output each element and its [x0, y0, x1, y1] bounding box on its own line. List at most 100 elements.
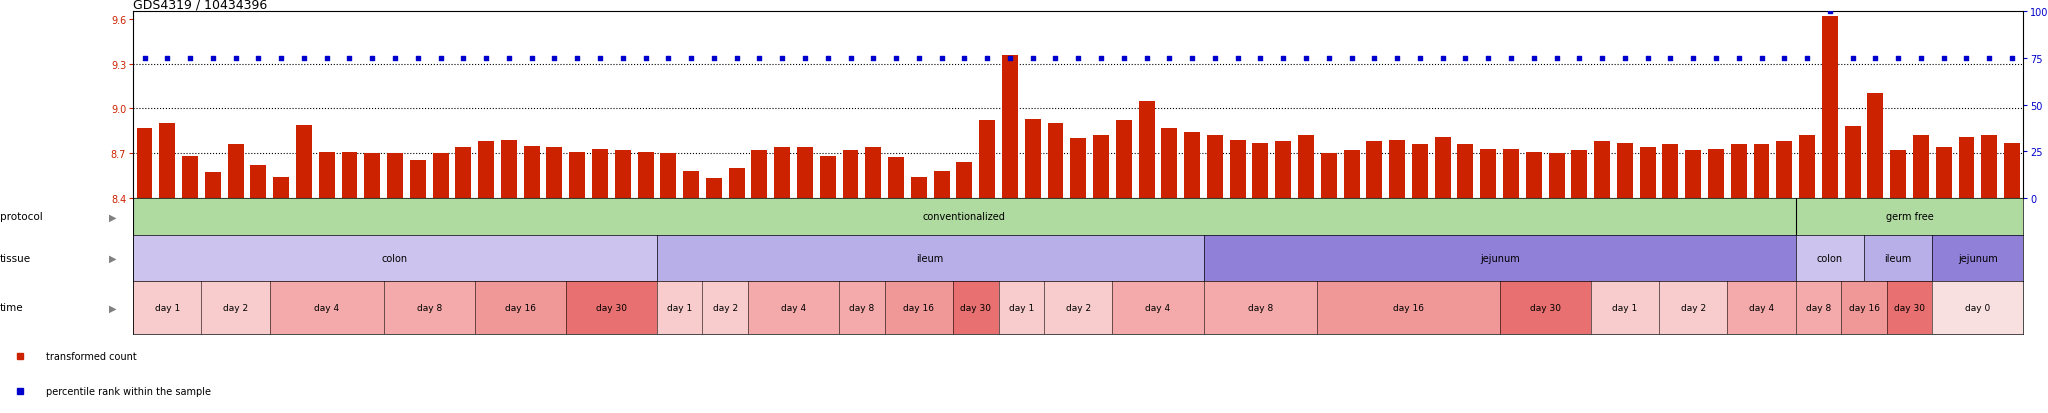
Point	[197, 56, 229, 62]
Bar	[1663, 145, 1679, 198]
Bar	[729, 169, 745, 198]
Point	[1608, 56, 1640, 62]
Bar	[205, 173, 221, 198]
Bar	[702, 281, 748, 335]
Text: day 4: day 4	[1749, 303, 1774, 312]
Text: day 16: day 16	[1393, 303, 1423, 312]
Text: protocol: protocol	[0, 212, 43, 222]
Text: day 8: day 8	[1247, 303, 1274, 312]
Bar	[1366, 142, 1382, 198]
Text: ileum: ileum	[918, 253, 944, 263]
Point	[356, 56, 389, 62]
Bar	[1094, 136, 1110, 198]
Bar	[250, 166, 266, 198]
Bar	[201, 281, 270, 335]
Point	[1950, 56, 1982, 62]
Text: day 16: day 16	[1849, 303, 1880, 312]
Bar	[1024, 119, 1040, 198]
Bar	[1047, 124, 1063, 198]
Bar	[1886, 281, 1933, 335]
Text: ileum: ileum	[1884, 253, 1911, 263]
Point	[1176, 56, 1208, 62]
Bar	[1503, 149, 1520, 198]
Bar	[133, 235, 657, 281]
Text: day 8: day 8	[416, 303, 442, 312]
Point	[401, 56, 434, 62]
Point	[651, 56, 684, 62]
Point	[1972, 56, 2005, 62]
Bar	[1890, 151, 1907, 198]
Bar	[934, 171, 950, 198]
Bar	[1204, 235, 1796, 281]
Bar	[659, 154, 676, 198]
Text: day 8: day 8	[850, 303, 874, 312]
Bar	[137, 128, 152, 198]
Bar	[1616, 143, 1632, 198]
Bar	[1112, 281, 1204, 335]
Bar	[657, 235, 1204, 281]
Point	[743, 56, 776, 62]
Text: day 2: day 2	[223, 303, 248, 312]
Bar	[952, 281, 999, 335]
Text: time: time	[0, 303, 25, 313]
Bar	[1253, 143, 1268, 198]
Point	[1425, 56, 1458, 62]
Bar	[387, 154, 403, 198]
Point	[1905, 56, 1937, 62]
Bar	[270, 281, 383, 335]
Text: day 16: day 16	[903, 303, 934, 312]
Point	[1677, 56, 1710, 62]
Bar	[592, 149, 608, 198]
Bar	[502, 140, 516, 198]
Bar	[1933, 235, 2023, 281]
Text: day 4: day 4	[1145, 303, 1171, 312]
Point	[834, 56, 866, 62]
Bar	[432, 154, 449, 198]
Point	[242, 56, 274, 62]
Bar	[1436, 137, 1450, 198]
Text: day 1: day 1	[1010, 303, 1034, 312]
Point	[1403, 56, 1436, 62]
Text: ▶: ▶	[109, 303, 117, 313]
Bar	[637, 152, 653, 198]
Text: day 1: day 1	[668, 303, 692, 312]
Bar	[1229, 140, 1245, 198]
Bar	[1184, 133, 1200, 198]
Text: day 0: day 0	[1966, 303, 1991, 312]
Text: percentile rank within the sample: percentile rank within the sample	[45, 386, 211, 396]
Text: conventionalized: conventionalized	[924, 212, 1006, 222]
Bar	[657, 281, 702, 335]
Point	[152, 56, 184, 62]
Point	[1563, 56, 1595, 62]
Bar	[1298, 136, 1315, 198]
Point	[1335, 56, 1368, 62]
Point	[1153, 56, 1186, 62]
Bar	[1593, 142, 1610, 198]
Text: GDS4319 / 10434396: GDS4319 / 10434396	[133, 0, 268, 11]
Bar	[1868, 94, 1884, 198]
Point	[1243, 56, 1276, 62]
Bar	[1458, 145, 1473, 198]
Text: day 4: day 4	[313, 303, 340, 312]
Point	[1518, 56, 1550, 62]
Point	[1700, 56, 1733, 62]
Point	[629, 56, 662, 62]
Point	[584, 56, 616, 62]
Point	[492, 56, 524, 62]
Text: germ free: germ free	[1886, 212, 1933, 222]
Bar	[819, 157, 836, 198]
Point	[1767, 56, 1800, 62]
Bar	[182, 157, 199, 198]
Bar	[999, 281, 1044, 335]
Bar	[911, 178, 928, 198]
Point	[469, 56, 502, 62]
Bar	[1753, 145, 1769, 198]
Bar	[885, 281, 952, 335]
Bar	[1276, 142, 1290, 198]
Bar	[1571, 151, 1587, 198]
Bar	[133, 281, 201, 335]
Point	[1085, 56, 1118, 62]
Point	[446, 56, 479, 62]
Point	[1540, 56, 1573, 62]
Bar	[319, 152, 334, 198]
